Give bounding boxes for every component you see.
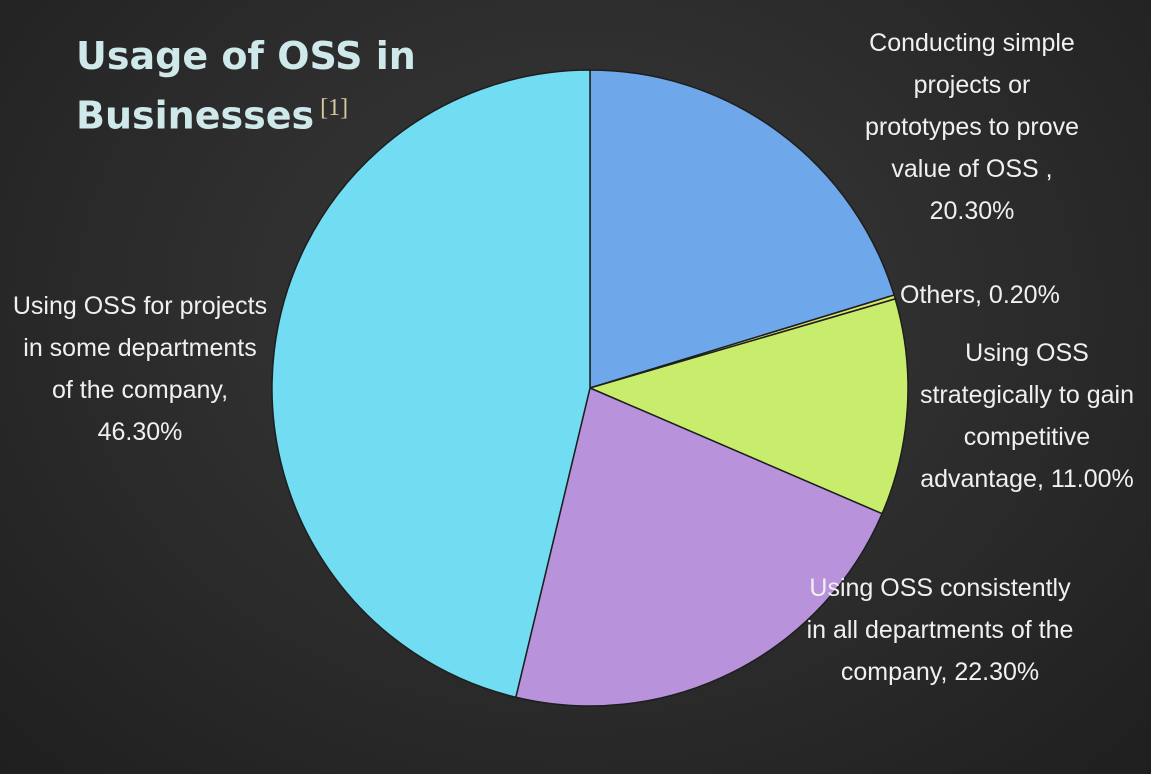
- pie-slice: [271, 69, 591, 699]
- pie-slice: [587, 297, 909, 515]
- slice-label: Conducting simple projects or prototypes…: [864, 29, 1079, 225]
- slice-label: Using OSS strategically to gain competit…: [919, 339, 1134, 493]
- chart-title-block: Usage of OSS in Businesses [1]: [76, 30, 496, 142]
- slice-label: Using OSS consistently in all department…: [806, 574, 1074, 686]
- title-note: [1]: [320, 95, 349, 121]
- slice-label: Others, 0.20%: [900, 281, 1060, 309]
- slice-label: Using OSS for projects in some departmen…: [12, 292, 268, 446]
- chart-title: Usage of OSS in Businesses: [76, 34, 416, 138]
- pie-slice: [589, 69, 896, 390]
- pie-slice: [514, 386, 884, 707]
